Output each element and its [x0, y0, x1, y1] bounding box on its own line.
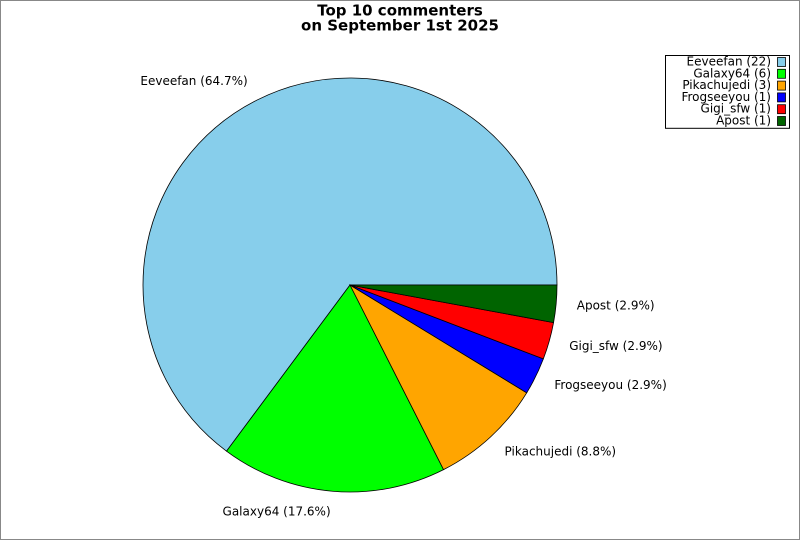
legend-swatch	[777, 68, 786, 79]
chart-title: on September 1st 2025	[301, 17, 499, 35]
slice-label: Apost (2.9%)	[577, 298, 655, 312]
legend-label: Pikachujedi (3)	[682, 78, 771, 92]
legend-box	[665, 55, 790, 129]
slice-label: Frogseeyou (2.9%)	[554, 378, 666, 392]
legend-swatch	[777, 80, 786, 91]
slice-label: Pikachujedi (8.8%)	[505, 445, 617, 459]
legend-swatch	[777, 116, 786, 126]
legend-label: Galaxy64 (6)	[693, 66, 771, 80]
slice-label: Eeveefan (64.7%)	[140, 74, 247, 88]
slice-label: Gigi_sfw (2.9%)	[569, 339, 662, 353]
legend-label: Gigi_sfw (1)	[701, 102, 771, 116]
legend-swatch	[777, 57, 786, 67]
legend-swatch	[777, 104, 786, 115]
pie-slice	[349, 284, 558, 324]
pie-slice	[142, 77, 558, 452]
legend-label: Eeveefan (22)	[687, 55, 771, 69]
pie-slice	[225, 284, 445, 493]
pie-slice	[349, 283, 528, 471]
chart-title: Top 10 commenters	[317, 2, 483, 20]
slice-label: Galaxy64 (17.6%)	[223, 504, 331, 518]
legend-swatch	[777, 92, 786, 103]
legend-label: Apost (1)	[716, 114, 771, 128]
legend-label: Frogseeyou (1)	[681, 90, 771, 104]
